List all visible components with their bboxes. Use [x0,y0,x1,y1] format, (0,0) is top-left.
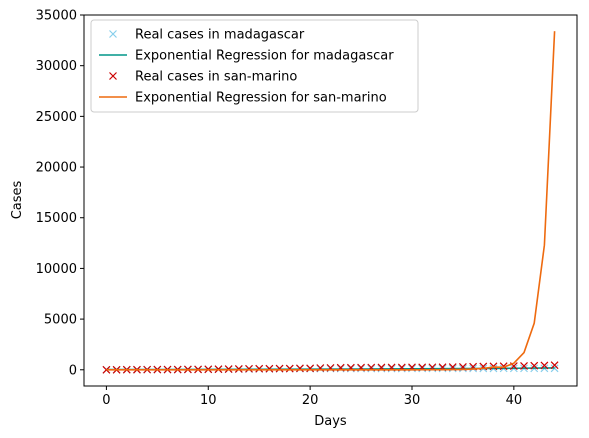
data-point [285,364,294,373]
y-tick-label: 25000 [36,110,77,125]
data-point [265,364,274,373]
data-point [520,362,528,370]
x-tick-label: 0 [102,393,110,408]
data-point [234,365,243,373]
data-point [530,361,539,370]
data-point [245,364,253,373]
y-tick-label: 30000 [36,59,77,74]
data-point [255,364,264,373]
data-point [296,364,304,373]
y-tick-label: 0 [69,363,77,378]
legend: Real cases in madagascar Exponential Regr… [90,19,419,113]
data-point [275,364,284,373]
legend-entry-label: Exponential Regression for madagascar [135,49,394,64]
data-point [540,361,549,370]
plot-frame [83,14,578,387]
data-point [499,362,508,371]
y-axis-label: Cases [10,180,25,219]
legend-entry-label: Exponential Regression for san-marino [135,91,387,106]
x-axis-label: Days [314,414,347,429]
legend-box [90,19,419,113]
y-tick-label: 20000 [36,161,77,176]
y-axis: 0 5000 10000 15000 20000 25000 30000 35000 [36,9,84,378]
data-point [102,365,111,374]
x-axis: 0 10 20 30 40 [102,386,522,408]
data-point [550,361,559,370]
legend-entry-label: Real cases in san-marino [135,70,297,85]
x-tick-label: 40 [506,393,523,408]
legend-entry-label: Real cases in madagascar [135,28,305,43]
y-tick-label: 15000 [36,211,77,226]
x-tick-label: 10 [200,393,217,408]
data-marks [102,31,559,374]
x-tick-label: 30 [404,393,421,408]
y-tick-label: 35000 [36,9,77,24]
series-line-exponential-regression-for-san-marino [106,31,556,371]
y-tick-label: 5000 [44,313,77,328]
legend-handle-marker [109,30,117,38]
data-point [306,364,315,373]
y-tick-label: 10000 [36,262,77,277]
legend-handle-marker [109,72,117,80]
x-tick-label: 20 [302,393,319,408]
